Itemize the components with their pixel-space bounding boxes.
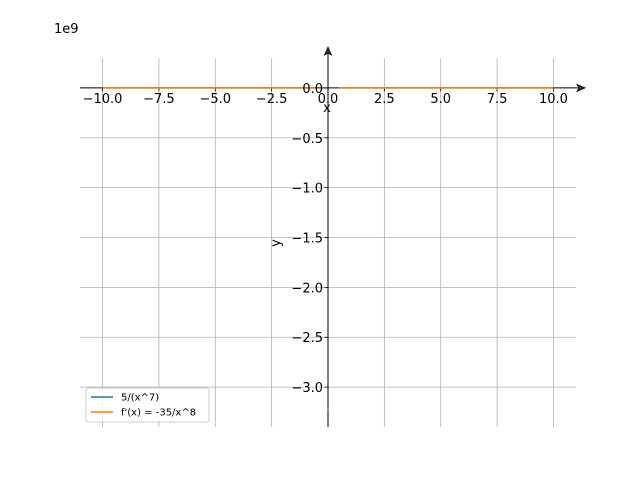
- legend-frame: [85, 387, 210, 423]
- y-offset-text: 1e9: [54, 22, 79, 37]
- y-tick-label: −1.0: [291, 182, 323, 197]
- y-tick-label: −2.0: [291, 281, 323, 296]
- x-tick-label: 10.0: [539, 92, 568, 107]
- y-tick-label: −1.5: [291, 232, 323, 247]
- y-tick-label: −2.5: [291, 331, 323, 346]
- x-axis-label: x: [323, 101, 331, 116]
- y-tick-label: −3.0: [291, 381, 323, 396]
- x-tick-label: 2.5: [374, 92, 395, 107]
- x-tick-label: −7.5: [143, 92, 175, 107]
- y-tick-label: 0.0: [302, 82, 323, 97]
- legend: 5/(x^7) f'(x) = -35/x^8: [85, 387, 210, 423]
- x-tick-label: 7.5: [487, 92, 508, 107]
- tick-labels: −10.0 −7.5 −5.0 −2.5 0.0 2.5 5.0 7.5 10.0 0.0 −0.5…: [83, 82, 568, 396]
- plot-area: [102, 87, 554, 411]
- x-tick-label: −10.0: [83, 92, 123, 107]
- y-axis-arrow-icon: [323, 46, 333, 56]
- legend-entry-label: 5/(x^7): [121, 393, 159, 404]
- x-tick-label: −5.0: [199, 92, 231, 107]
- x-tick-label: 0.0: [318, 92, 339, 107]
- y-axis-label: y: [269, 239, 284, 247]
- y-tick-label: −0.5: [291, 132, 323, 147]
- x-tick-label: 5.0: [430, 92, 451, 107]
- legend-entry-label: f'(x) = -35/x^8: [121, 408, 196, 419]
- x-tick-label: −2.5: [256, 92, 288, 107]
- x-axis-arrow-icon: [576, 83, 586, 93]
